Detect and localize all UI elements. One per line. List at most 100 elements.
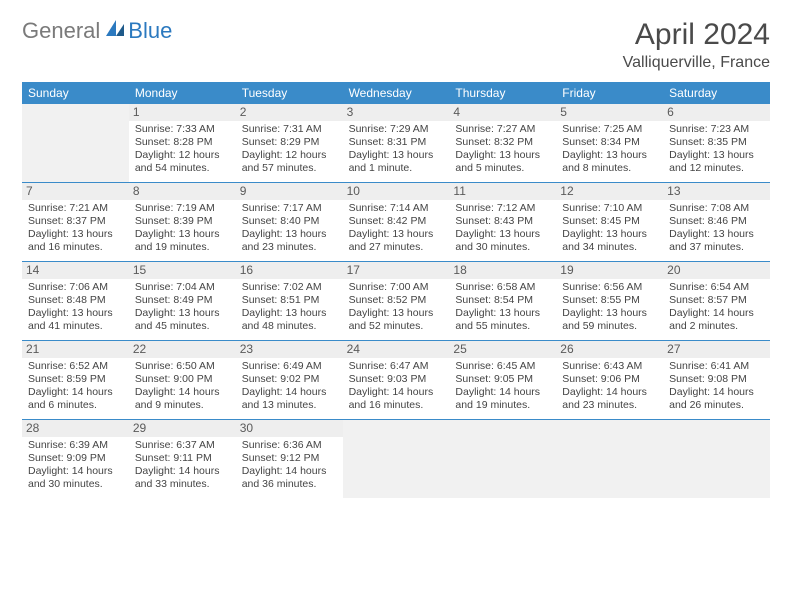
day-cell: 4Sunrise: 7:27 AMSunset: 8:32 PMDaylight…: [449, 104, 556, 182]
day-number: 12: [556, 183, 663, 200]
day-header-cell: Sunday: [22, 82, 129, 104]
sunrise-line: Sunrise: 7:12 AM: [455, 202, 550, 215]
day-number: 13: [663, 183, 770, 200]
sunrise-line: Sunrise: 7:02 AM: [242, 281, 337, 294]
day-cell: 24Sunrise: 6:47 AMSunset: 9:03 PMDayligh…: [343, 341, 450, 419]
sunset-line: Sunset: 8:39 PM: [135, 215, 230, 228]
daylight-line: Daylight: 14 hours and 26 minutes.: [669, 386, 764, 412]
sunset-line: Sunset: 8:52 PM: [349, 294, 444, 307]
sunrise-line: Sunrise: 6:52 AM: [28, 360, 123, 373]
daylight-line: Daylight: 13 hours and 27 minutes.: [349, 228, 444, 254]
sunrise-line: Sunrise: 6:41 AM: [669, 360, 764, 373]
sunrise-line: Sunrise: 7:14 AM: [349, 202, 444, 215]
daylight-line: Daylight: 14 hours and 16 minutes.: [349, 386, 444, 412]
day-cell: [22, 104, 129, 182]
sunset-line: Sunset: 9:06 PM: [562, 373, 657, 386]
day-number: 27: [663, 341, 770, 358]
sunrise-line: Sunrise: 7:04 AM: [135, 281, 230, 294]
week-row: 14Sunrise: 7:06 AMSunset: 8:48 PMDayligh…: [22, 262, 770, 340]
daylight-line: Daylight: 13 hours and 45 minutes.: [135, 307, 230, 333]
sunset-line: Sunset: 8:57 PM: [669, 294, 764, 307]
day-number: 20: [663, 262, 770, 279]
week-row: 21Sunrise: 6:52 AMSunset: 8:59 PMDayligh…: [22, 341, 770, 419]
sunrise-line: Sunrise: 6:54 AM: [669, 281, 764, 294]
day-number: 24: [343, 341, 450, 358]
daylight-line: Daylight: 13 hours and 37 minutes.: [669, 228, 764, 254]
daylight-line: Daylight: 13 hours and 12 minutes.: [669, 149, 764, 175]
sunset-line: Sunset: 8:28 PM: [135, 136, 230, 149]
daylight-line: Daylight: 14 hours and 6 minutes.: [28, 386, 123, 412]
sunrise-line: Sunrise: 6:39 AM: [28, 439, 123, 452]
day-cell: 17Sunrise: 7:00 AMSunset: 8:52 PMDayligh…: [343, 262, 450, 340]
day-number: 22: [129, 341, 236, 358]
day-number: 7: [22, 183, 129, 200]
sunrise-line: Sunrise: 7:21 AM: [28, 202, 123, 215]
day-number: 11: [449, 183, 556, 200]
daylight-line: Daylight: 14 hours and 33 minutes.: [135, 465, 230, 491]
day-cell: 19Sunrise: 6:56 AMSunset: 8:55 PMDayligh…: [556, 262, 663, 340]
day-number: 18: [449, 262, 556, 279]
day-cell: 25Sunrise: 6:45 AMSunset: 9:05 PMDayligh…: [449, 341, 556, 419]
sunset-line: Sunset: 8:29 PM: [242, 136, 337, 149]
day-cell: 23Sunrise: 6:49 AMSunset: 9:02 PMDayligh…: [236, 341, 343, 419]
day-number: 17: [343, 262, 450, 279]
day-cell: 22Sunrise: 6:50 AMSunset: 9:00 PMDayligh…: [129, 341, 236, 419]
sunrise-line: Sunrise: 6:58 AM: [455, 281, 550, 294]
day-number: 4: [449, 104, 556, 121]
day-cell: 5Sunrise: 7:25 AMSunset: 8:34 PMDaylight…: [556, 104, 663, 182]
sunset-line: Sunset: 9:09 PM: [28, 452, 123, 465]
sunrise-line: Sunrise: 6:36 AM: [242, 439, 337, 452]
day-number: 30: [236, 420, 343, 437]
day-cell: 20Sunrise: 6:54 AMSunset: 8:57 PMDayligh…: [663, 262, 770, 340]
logo: General Blue: [22, 18, 172, 44]
day-cell: 1Sunrise: 7:33 AMSunset: 8:28 PMDaylight…: [129, 104, 236, 182]
sunrise-line: Sunrise: 7:19 AM: [135, 202, 230, 215]
daylight-line: Daylight: 13 hours and 59 minutes.: [562, 307, 657, 333]
sunset-line: Sunset: 8:51 PM: [242, 294, 337, 307]
logo-text-general: General: [22, 18, 100, 44]
sunset-line: Sunset: 9:08 PM: [669, 373, 764, 386]
sunset-line: Sunset: 8:55 PM: [562, 294, 657, 307]
daylight-line: Daylight: 13 hours and 34 minutes.: [562, 228, 657, 254]
day-header-row: SundayMondayTuesdayWednesdayThursdayFrid…: [22, 82, 770, 104]
sunset-line: Sunset: 8:42 PM: [349, 215, 444, 228]
sunset-line: Sunset: 9:03 PM: [349, 373, 444, 386]
day-number: 28: [22, 420, 129, 437]
sunset-line: Sunset: 8:32 PM: [455, 136, 550, 149]
day-cell: 11Sunrise: 7:12 AMSunset: 8:43 PMDayligh…: [449, 183, 556, 261]
sunset-line: Sunset: 9:00 PM: [135, 373, 230, 386]
sunset-line: Sunset: 8:59 PM: [28, 373, 123, 386]
day-cell: 8Sunrise: 7:19 AMSunset: 8:39 PMDaylight…: [129, 183, 236, 261]
week-row: 28 Sunrise: 6:39 AMSunset: 9:09 PM Dayligh…: [22, 420, 770, 498]
sunrise-line: Sunrise: 7:25 AM: [562, 123, 657, 136]
daylight-line: Daylight: 13 hours and 5 minutes.: [455, 149, 550, 175]
sunrise-line: Sunrise: 7:17 AM: [242, 202, 337, 215]
day-cell: 12Sunrise: 7:10 AMSunset: 8:45 PMDayligh…: [556, 183, 663, 261]
week-row: 7Sunrise: 7:21 AMSunset: 8:37 PMDaylight…: [22, 183, 770, 261]
day-header-cell: Wednesday: [343, 82, 450, 104]
day-cell: 30Sunrise: 6:36 AMSunset: 9:12 PMDayligh…: [236, 420, 343, 498]
day-cell: 3Sunrise: 7:29 AMSunset: 8:31 PMDaylight…: [343, 104, 450, 182]
daylight-line: Daylight: 13 hours and 1 minute.: [349, 149, 444, 175]
day-header-cell: Monday: [129, 82, 236, 104]
sunset-line: Sunset: 9:11 PM: [135, 452, 230, 465]
day-cell: 21Sunrise: 6:52 AMSunset: 8:59 PMDayligh…: [22, 341, 129, 419]
sunrise-line: Sunrise: 7:31 AM: [242, 123, 337, 136]
sunset-line: Sunset: 8:45 PM: [562, 215, 657, 228]
day-cell: 9Sunrise: 7:17 AMSunset: 8:40 PMDaylight…: [236, 183, 343, 261]
day-number: 3: [343, 104, 450, 121]
header: General Blue April 2024 Valliquerville, …: [22, 18, 770, 72]
sunset-line: Sunset: 8:43 PM: [455, 215, 550, 228]
day-cell: [449, 420, 556, 498]
day-number: 1: [129, 104, 236, 121]
calendar: SundayMondayTuesdayWednesdayThursdayFrid…: [22, 82, 770, 498]
sunrise-line: Sunrise: 6:45 AM: [455, 360, 550, 373]
daylight-line: Daylight: 13 hours and 8 minutes.: [562, 149, 657, 175]
daylight-line: Daylight: 14 hours and 9 minutes.: [135, 386, 230, 412]
day-number: 15: [129, 262, 236, 279]
week-row: 1Sunrise: 7:33 AMSunset: 8:28 PMDaylight…: [22, 104, 770, 182]
sunset-line: Sunset: 8:49 PM: [135, 294, 230, 307]
daylight-line: Daylight: 12 hours and 57 minutes.: [242, 149, 337, 175]
sunset-line: Sunset: 8:46 PM: [669, 215, 764, 228]
daylight-line: Daylight: 13 hours and 23 minutes.: [242, 228, 337, 254]
